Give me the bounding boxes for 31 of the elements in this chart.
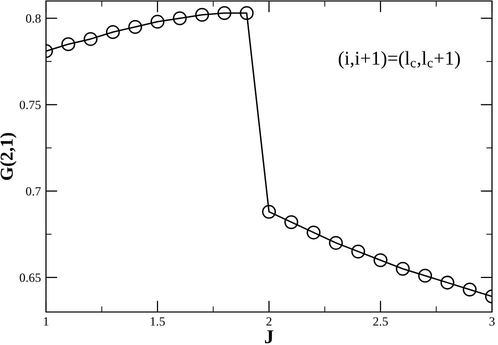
point	[128, 20, 142, 34]
y-tick-label: 0.8	[26, 14, 41, 23]
point	[396, 262, 410, 276]
point	[462, 282, 477, 296]
y-axis-title: G(2,1)	[0, 132, 16, 180]
point	[61, 37, 76, 52]
x-tick-label: 2	[266, 317, 272, 326]
x-tick-label: 2.5	[373, 317, 388, 326]
point	[418, 268, 432, 283]
point	[84, 32, 98, 46]
annotation: (i,i+1)=(l$_{c}$,l$_{c}$+1)	[338, 51, 460, 69]
point	[240, 6, 254, 20]
point	[106, 25, 120, 40]
point	[150, 14, 164, 29]
point	[217, 6, 232, 20]
x-tick-label: 3	[489, 317, 495, 326]
y-tick-label: 0.7	[26, 187, 41, 196]
point	[440, 276, 454, 290]
point	[306, 226, 321, 240]
point	[351, 244, 366, 258]
x-tick-label: 1	[44, 317, 48, 326]
point	[284, 215, 298, 230]
point	[374, 253, 388, 268]
x-axis-title: J	[265, 330, 274, 344]
point	[262, 204, 276, 219]
point	[172, 11, 187, 26]
y-tick-label: 0.75	[20, 100, 41, 110]
point	[195, 8, 210, 22]
x-tick-label: 1.5	[150, 317, 165, 326]
point	[328, 236, 343, 250]
y-tick-label: 0.65	[20, 273, 41, 282]
